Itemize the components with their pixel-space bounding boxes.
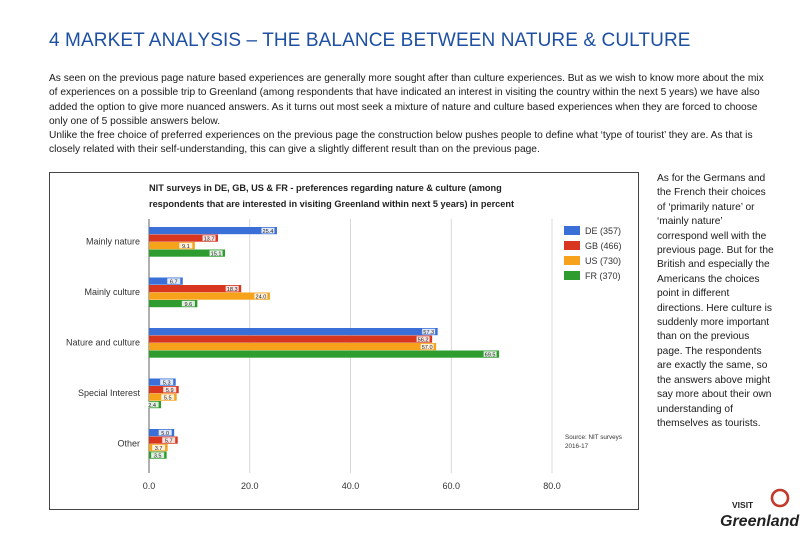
- legend-label-fr: FR (370): [585, 271, 621, 281]
- bar-value-box: [160, 379, 174, 385]
- bar-value-box: [179, 242, 193, 249]
- visit-greenland-logo: VISIT Greenland: [720, 488, 800, 530]
- bar-value-box: [483, 351, 497, 357]
- bar-value-label: 3.5: [154, 453, 162, 459]
- bar-value-box: [416, 336, 430, 342]
- bar-de: [149, 328, 438, 336]
- chart-title-line-2: respondents that are interested in visit…: [149, 199, 514, 209]
- legend-swatch-de: [564, 226, 580, 235]
- category-label: Special Interest: [78, 388, 141, 398]
- bar-value-label: 5.3: [163, 380, 171, 386]
- intro-text: As seen on the previous page nature base…: [49, 72, 774, 158]
- x-tick-label: 0.0: [143, 481, 156, 491]
- x-tick-label: 20.0: [241, 481, 259, 491]
- bar-value-label: 24.0: [255, 294, 266, 300]
- bar-value-label: 6.7: [170, 279, 178, 285]
- bar-value-box: [422, 328, 436, 335]
- bar-us: [149, 343, 437, 351]
- bar-value-label: 5.9: [166, 388, 174, 394]
- category-label: Nature and culture: [66, 337, 140, 347]
- bar-fr: [149, 300, 198, 308]
- bar-us: [149, 292, 270, 300]
- bar-value-label: 9.6: [184, 302, 192, 308]
- bar-value-box: [158, 429, 172, 436]
- x-tick-label: 40.0: [342, 481, 360, 491]
- bar-gb: [149, 285, 242, 293]
- bar-value-box: [151, 452, 165, 458]
- bar-de: [149, 227, 277, 235]
- x-tick-label: 60.0: [442, 481, 460, 491]
- intro-paragraph-1: As seen on the previous page nature base…: [49, 73, 764, 127]
- logo-top-text: VISIT: [732, 500, 754, 510]
- category-label: Mainly nature: [86, 236, 140, 246]
- logo-emblem-circle: [770, 488, 790, 508]
- bar-value-box: [161, 394, 175, 400]
- chart-frame: NIT surveys in DE, GB, US & FR - prefere…: [49, 172, 639, 510]
- bar-fr: [149, 350, 500, 358]
- bar-value-label: 2.4: [148, 403, 156, 409]
- bar-value-label: 5.0: [161, 431, 169, 437]
- bar-chart: NIT surveys in DE, GB, US & FR - prefere…: [66, 183, 622, 491]
- bar-value-box: [162, 437, 176, 443]
- x-tick-label: 80.0: [543, 481, 561, 491]
- legend-label-gb: GB (466): [585, 241, 622, 251]
- bar-value-label: 9.1: [182, 244, 190, 250]
- bar-value-box: [209, 250, 223, 256]
- legend-swatch-us: [564, 256, 580, 265]
- legend-swatch-gb: [564, 241, 580, 250]
- bar-value-box: [261, 227, 275, 234]
- bar-value-box: [420, 343, 434, 350]
- bar-value-box: [167, 278, 181, 284]
- bar-value-box: [225, 285, 239, 292]
- bar-value-label: 57.3: [423, 330, 434, 336]
- source-note-line-2: 2016-17: [565, 443, 589, 450]
- category-label: Mainly culture: [84, 287, 140, 297]
- legend-swatch-fr: [564, 271, 580, 280]
- bar-value-box: [145, 401, 159, 408]
- bar-value-label: 57.0: [422, 345, 433, 351]
- bar-value-box: [254, 293, 268, 299]
- category-label: Other: [117, 438, 140, 448]
- bar-value-label: 13.7: [204, 236, 215, 242]
- bar-value-label: 5.5: [164, 395, 172, 401]
- bar-value-label: 56.2: [418, 337, 429, 343]
- bar-value-box: [181, 300, 195, 307]
- bar-value-label: 15.1: [211, 251, 222, 257]
- bar-value-label: 18.3: [227, 287, 238, 293]
- intro-paragraph-2: Unlike the free choice of preferred expe…: [49, 130, 753, 156]
- bar-value-label: 25.4: [263, 229, 274, 235]
- bar-gb: [149, 234, 219, 242]
- bar-value-box: [163, 386, 177, 393]
- legend-label-de: DE (357): [585, 226, 621, 236]
- source-note-line-1: Source: NIT surveys: [565, 434, 622, 441]
- bar-value-label: 69.5: [485, 352, 496, 358]
- bar-value-box: [152, 444, 166, 451]
- chart-title-line-1: NIT surveys in DE, GB, US & FR - prefere…: [149, 183, 502, 193]
- page-title: 4 MARKET ANALYSIS – THE BALANCE BETWEEN …: [49, 30, 691, 51]
- logo-bottom-text: Greenland: [720, 513, 800, 530]
- side-commentary: As for the Germans and the French their …: [657, 173, 774, 429]
- bar-value-label: 5.7: [165, 438, 173, 444]
- bar-gb: [149, 335, 433, 343]
- bar-fr: [149, 249, 226, 257]
- legend-label-us: US (730): [585, 256, 621, 266]
- bar-us: [149, 242, 195, 250]
- bar-value-box: [202, 235, 216, 241]
- bar-de: [149, 277, 183, 285]
- bar-value-label: 3.7: [155, 446, 163, 452]
